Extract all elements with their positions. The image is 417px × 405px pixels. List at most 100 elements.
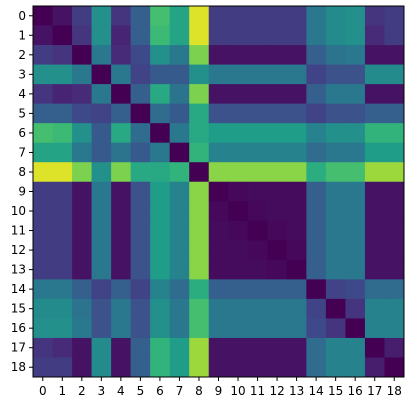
heatmap-cell-13-5 [130, 259, 151, 280]
heatmap-cell-0-5 [130, 6, 151, 26]
heatmap-cell-3-1 [52, 64, 73, 85]
heatmap-cell-7-5 [130, 142, 151, 163]
heatmap-cell-15-0 [33, 298, 53, 319]
heatmap-cell-10-17 [364, 201, 385, 222]
heatmap-cell-0-15 [325, 6, 346, 26]
y-tick-label-15: 15 [11, 302, 26, 316]
heatmap-cell-3-2 [72, 64, 92, 85]
heatmap-cell-7-17 [364, 142, 385, 163]
heatmap-cell-1-0 [33, 25, 53, 46]
x-tick-label-5: 5 [137, 384, 145, 398]
heatmap-cell-2-0 [33, 45, 53, 65]
heatmap-cell-10-3 [91, 201, 112, 222]
heatmap-cell-17-8 [189, 337, 210, 358]
heatmap-cell-13-4 [111, 259, 132, 280]
heatmap-cell-6-16 [345, 123, 366, 144]
heatmap-cell-2-17 [364, 45, 385, 65]
heatmap-cell-13-1 [52, 259, 73, 280]
heatmap-cell-9-18 [384, 181, 405, 202]
heatmap-cell-11-14 [306, 220, 327, 241]
heatmap-cell-10-4 [111, 201, 132, 222]
x-tick-label-7: 7 [176, 384, 184, 398]
y-tick-label-0: 0 [18, 9, 26, 23]
x-tick-label-9: 9 [215, 384, 223, 398]
heatmap-cell-7-7 [169, 142, 190, 163]
heatmap-cell-8-14 [306, 162, 327, 183]
heatmap-cell-7-18 [384, 142, 405, 163]
y-tick-label-13: 13 [11, 263, 26, 277]
heatmap-cell-11-8 [189, 220, 210, 241]
heatmap-cell-7-3 [91, 142, 112, 163]
heatmap-cell-5-5 [130, 103, 151, 124]
heatmap-cell-9-11 [247, 181, 268, 202]
heatmap-cell-0-1 [52, 6, 73, 26]
heatmap-cell-6-9 [208, 123, 229, 144]
heatmap-cell-14-9 [208, 279, 229, 300]
heatmap-cell-7-14 [306, 142, 327, 163]
heatmap-cell-4-0 [33, 84, 53, 105]
heatmap-cell-13-15 [325, 259, 346, 280]
heatmap-cell-17-6 [150, 337, 171, 358]
heatmap-cell-8-5 [130, 162, 151, 183]
heatmap-cell-5-2 [72, 103, 92, 124]
heatmap-cell-8-4 [111, 162, 132, 183]
heatmap-cell-15-3 [91, 298, 112, 319]
heatmap-cell-4-1 [52, 84, 73, 105]
heatmap-cell-8-2 [72, 162, 92, 183]
heatmap-cell-11-13 [286, 220, 307, 241]
heatmap-cell-16-11 [247, 318, 268, 339]
y-tick-label-4: 4 [18, 87, 26, 101]
heatmap-cell-10-8 [189, 201, 210, 222]
heatmap-cell-17-4 [111, 337, 132, 358]
heatmap-cell-12-3 [91, 240, 112, 261]
heatmap-cell-14-8 [189, 279, 210, 300]
heatmap-cell-4-9 [208, 84, 229, 105]
heatmap-cell-7-12 [267, 142, 288, 163]
heatmap-cell-12-13 [286, 240, 307, 261]
heatmap-cell-6-1 [52, 123, 73, 144]
heatmap-cell-13-12 [267, 259, 288, 280]
heatmap-cell-3-3 [91, 64, 112, 85]
y-tick-label-2: 2 [18, 48, 26, 62]
heatmap-cell-2-10 [228, 45, 249, 65]
heatmap-cell-15-9 [208, 298, 229, 319]
y-tick-label-9: 9 [18, 185, 26, 199]
heatmap-cell-10-0 [33, 201, 53, 222]
heatmap-cell-13-7 [169, 259, 190, 280]
heatmap-cell-9-10 [228, 181, 249, 202]
heatmap-cell-0-18 [384, 6, 405, 26]
heatmap-cell-5-1 [52, 103, 73, 124]
x-tick-label-16: 16 [348, 384, 363, 398]
heatmap-cell-3-17 [364, 64, 385, 85]
y-tick-label-16: 16 [11, 321, 26, 335]
heatmap-cell-15-8 [189, 298, 210, 319]
x-tick-label-13: 13 [289, 384, 304, 398]
heatmap-cell-6-12 [267, 123, 288, 144]
heatmap-cell-9-7 [169, 181, 190, 202]
heatmap-cell-1-17 [364, 25, 385, 46]
y-tick-label-10: 10 [11, 204, 26, 218]
heatmap-cell-13-13 [286, 259, 307, 280]
heatmap-cell-13-3 [91, 259, 112, 280]
heatmap-cell-8-7 [169, 162, 190, 183]
y-tick-label-18: 18 [11, 360, 26, 374]
heatmap-cell-3-7 [169, 64, 190, 85]
heatmap-cell-9-12 [267, 181, 288, 202]
heatmap-cell-15-11 [247, 298, 268, 319]
heatmap-cell-7-8 [189, 142, 210, 163]
heatmap-cell-18-10 [228, 357, 249, 378]
x-tick-label-0: 0 [39, 384, 47, 398]
heatmap-cell-14-18 [384, 279, 405, 300]
heatmap-cell-16-9 [208, 318, 229, 339]
heatmap-cell-0-14 [306, 6, 327, 26]
heatmap-cell-1-11 [247, 25, 268, 46]
heatmap-cell-10-12 [267, 201, 288, 222]
heatmap-cell-8-3 [91, 162, 112, 183]
heatmap-cell-18-6 [150, 357, 171, 378]
heatmap-cell-18-11 [247, 357, 268, 378]
heatmap-cell-18-2 [72, 357, 92, 378]
heatmap-cell-13-16 [345, 259, 366, 280]
heatmap-cell-4-14 [306, 84, 327, 105]
heatmap-cell-15-2 [72, 298, 92, 319]
